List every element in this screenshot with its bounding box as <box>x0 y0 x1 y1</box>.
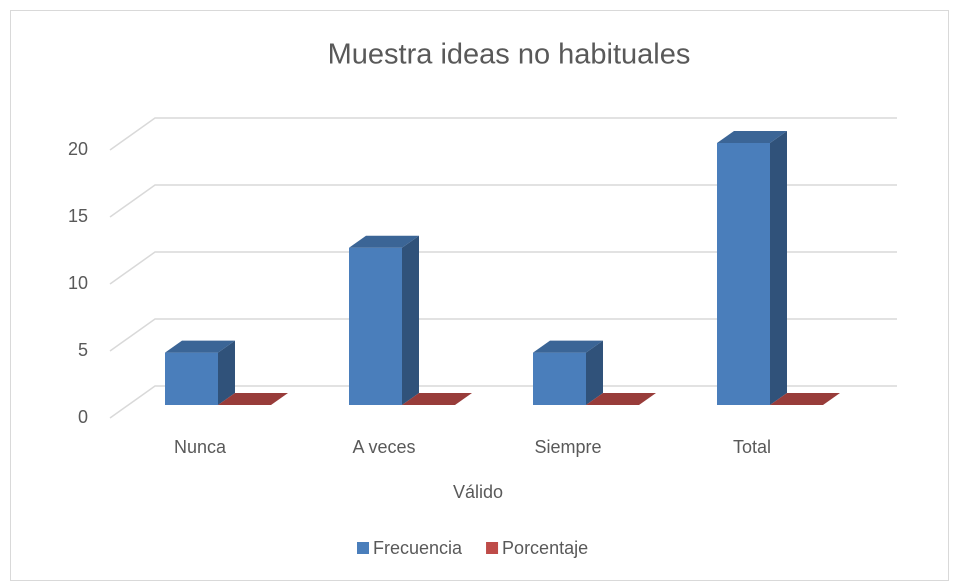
bar-side <box>218 340 235 405</box>
legend-label: Porcentaje <box>502 538 588 558</box>
bar-front <box>165 352 218 405</box>
y-tick-label: 20 <box>68 139 88 159</box>
bar <box>218 393 288 405</box>
chart-border <box>10 10 949 581</box>
bar <box>349 235 419 405</box>
bar <box>165 340 235 405</box>
bar-front <box>717 143 770 405</box>
y-tick-label: 15 <box>68 206 88 226</box>
bar-side <box>586 340 603 405</box>
bar-front <box>349 247 402 405</box>
x-tick-label: Siempre <box>534 437 601 457</box>
chart-title: Muestra ideas no habituales <box>328 39 691 71</box>
grid-line <box>109 318 897 352</box>
bar <box>586 393 656 405</box>
legend-label: Frecuencia <box>373 538 463 558</box>
grid-line <box>109 251 897 285</box>
y-tick-label: 0 <box>78 407 88 427</box>
grid-line <box>109 184 897 218</box>
legend-swatch <box>357 542 369 554</box>
x-tick-label: A veces <box>352 437 415 457</box>
x-tick-label: Nunca <box>174 437 227 457</box>
bar <box>533 340 603 405</box>
grid-line <box>109 117 897 151</box>
grid-line <box>109 385 897 419</box>
x-tick-label: Total <box>733 437 771 457</box>
bar-top <box>533 340 603 353</box>
x-axis-title: Válido <box>453 482 503 502</box>
bar-top <box>717 131 787 143</box>
bar-top <box>770 393 840 405</box>
legend-swatch <box>486 542 499 554</box>
bar-side <box>402 235 419 405</box>
y-tick-label: 5 <box>78 340 88 360</box>
bar-top <box>586 393 656 405</box>
bar-front <box>533 352 586 405</box>
bar-top <box>402 393 472 405</box>
bar-side <box>770 131 787 405</box>
bar-top <box>165 340 235 353</box>
bar <box>717 131 787 405</box>
y-tick-label: 10 <box>68 273 88 293</box>
bar <box>770 393 840 405</box>
bar-top <box>218 393 288 405</box>
bar <box>402 393 472 405</box>
bar-top <box>349 235 419 248</box>
